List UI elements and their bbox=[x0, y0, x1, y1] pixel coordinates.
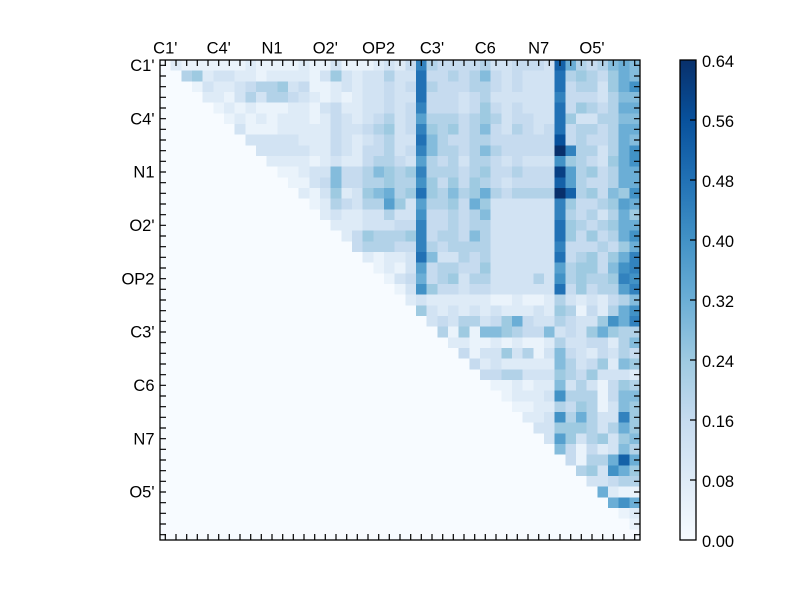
svg-text:C4': C4' bbox=[130, 110, 154, 128]
svg-text:C1': C1' bbox=[153, 40, 177, 58]
svg-text:0.40: 0.40 bbox=[702, 233, 734, 251]
svg-text:C6: C6 bbox=[475, 40, 496, 58]
svg-text:0.16: 0.16 bbox=[702, 413, 734, 431]
svg-text:N1: N1 bbox=[133, 164, 154, 182]
svg-text:OP2: OP2 bbox=[362, 40, 395, 58]
svg-text:0.08: 0.08 bbox=[702, 473, 734, 491]
svg-text:C6: C6 bbox=[133, 377, 154, 395]
svg-text:C3': C3' bbox=[420, 40, 444, 58]
svg-text:0.56: 0.56 bbox=[702, 113, 734, 131]
svg-text:N1: N1 bbox=[261, 40, 282, 58]
svg-text:N7: N7 bbox=[133, 430, 154, 448]
svg-text:0.48: 0.48 bbox=[702, 173, 734, 191]
svg-text:O2': O2' bbox=[313, 40, 338, 58]
svg-text:C3': C3' bbox=[130, 324, 154, 342]
svg-text:C1': C1' bbox=[130, 57, 154, 75]
svg-text:OP2: OP2 bbox=[121, 270, 154, 288]
svg-text:N7: N7 bbox=[528, 40, 549, 58]
svg-text:O5': O5' bbox=[579, 40, 604, 58]
svg-text:0.00: 0.00 bbox=[702, 533, 734, 551]
svg-text:0.64: 0.64 bbox=[702, 53, 734, 71]
svg-text:C4': C4' bbox=[207, 40, 231, 58]
svg-text:0.32: 0.32 bbox=[702, 293, 734, 311]
svg-text:0.24: 0.24 bbox=[702, 353, 734, 371]
svg-text:O2': O2' bbox=[129, 217, 154, 235]
svg-text:O5': O5' bbox=[129, 484, 154, 502]
